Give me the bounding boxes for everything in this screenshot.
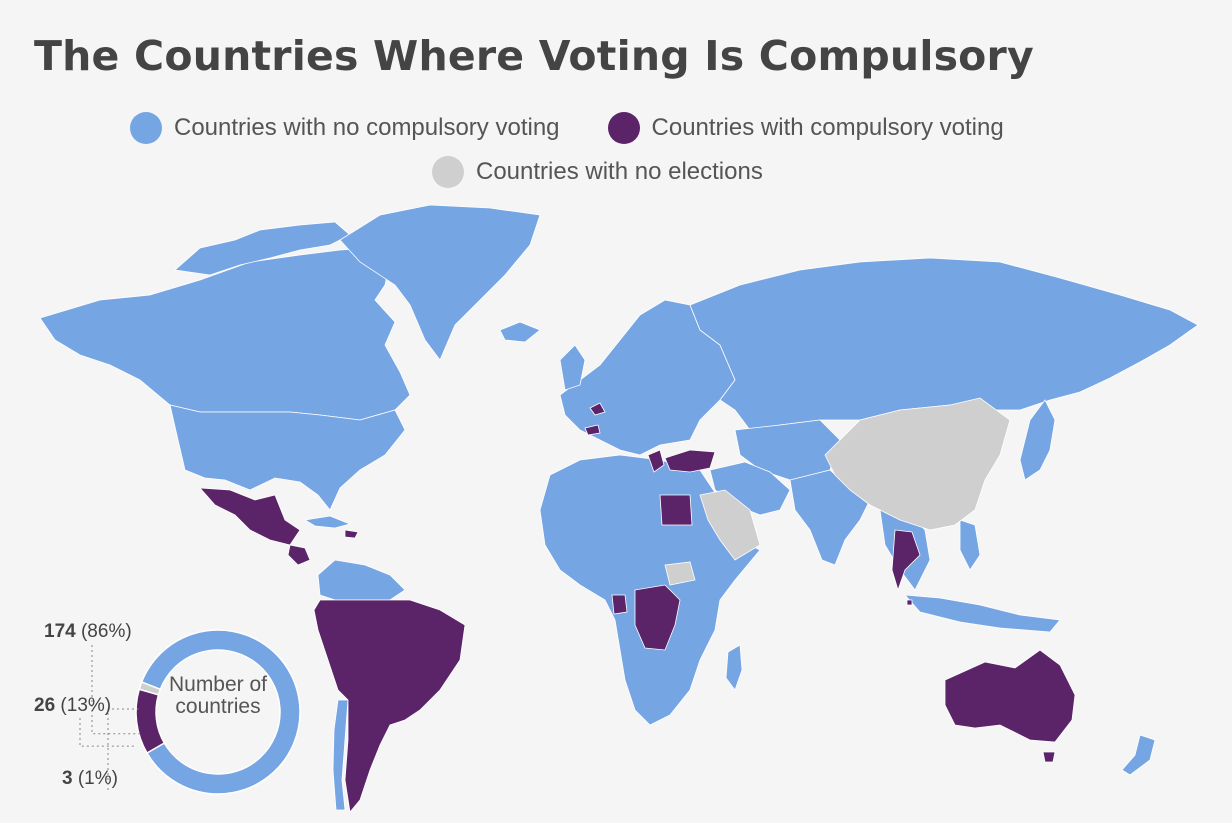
donut-slice-no-elections bbox=[138, 681, 162, 696]
legend-swatch-compulsory bbox=[607, 112, 640, 144]
region-south-america-compulsory bbox=[313, 599, 466, 813]
legend-label-compulsory: Countries with compulsory voting bbox=[651, 114, 1004, 141]
region-egypt bbox=[659, 494, 693, 526]
region-japan bbox=[1019, 399, 1056, 481]
region-china bbox=[824, 397, 1011, 531]
region-tasmania bbox=[1042, 751, 1056, 763]
region-dr-congo bbox=[634, 584, 681, 651]
legend: Countries with no compulsory voting Coun… bbox=[130, 112, 1004, 144]
leader-compulsory bbox=[79, 718, 135, 747]
region-south-sudan bbox=[664, 561, 696, 586]
region-australia bbox=[944, 649, 1076, 743]
leader-no-compulsory bbox=[91, 645, 140, 735]
region-madagascar bbox=[725, 644, 743, 691]
region-canada bbox=[39, 247, 411, 421]
region-dominican-republic bbox=[344, 529, 359, 539]
region-united-states bbox=[169, 404, 406, 511]
region-saudi-arabia bbox=[699, 489, 761, 561]
donut-label-no-elections: 3 (1%) bbox=[62, 768, 118, 790]
donut-label-no-compulsory: 174 (86%) bbox=[44, 621, 132, 643]
donut-leaders bbox=[79, 645, 140, 790]
donut-pct-compulsory: (13%) bbox=[60, 695, 112, 716]
legend-item-compulsory: Countries with compulsory voting bbox=[607, 112, 1004, 144]
region-uk bbox=[559, 344, 586, 391]
region-greenland bbox=[339, 204, 541, 361]
region-new-zealand bbox=[1121, 734, 1156, 776]
region-indonesia bbox=[904, 594, 1061, 633]
region-greece bbox=[647, 449, 665, 473]
legend-label-no-compulsory: Countries with no compulsory voting bbox=[174, 114, 560, 141]
region-iceland bbox=[499, 321, 541, 343]
chart-title: The Countries Where Voting Is Compulsory bbox=[34, 32, 1034, 80]
region-belgium bbox=[589, 402, 606, 416]
region-switzerland bbox=[584, 424, 601, 436]
legend-item-no-elections: Countries with no elections bbox=[432, 156, 763, 188]
region-chile bbox=[332, 699, 349, 811]
region-central-america-compulsory bbox=[287, 544, 311, 566]
region-singapore bbox=[906, 599, 913, 606]
region-colombia-venezuela bbox=[317, 559, 406, 601]
region-cuba bbox=[303, 515, 352, 529]
region-gabon bbox=[611, 594, 628, 615]
legend-swatch-no-elections bbox=[432, 156, 464, 188]
donut-value-compulsory: 26 bbox=[34, 695, 56, 716]
leader-no-elections bbox=[107, 708, 139, 790]
donut-pct-no-compulsory: (86%) bbox=[80, 621, 132, 642]
legend-label-no-elections: Countries with no elections bbox=[476, 158, 763, 185]
donut-center-label: Number of countries bbox=[168, 673, 268, 718]
legend-swatch-no-compulsory bbox=[130, 112, 162, 144]
legend-item-no-compulsory: Countries with no compulsory voting bbox=[130, 112, 560, 144]
donut-slice-no-compulsory bbox=[140, 629, 301, 795]
region-turkey bbox=[664, 449, 716, 473]
region-russia bbox=[689, 257, 1199, 431]
donut-value-no-elections: 3 bbox=[62, 768, 73, 789]
donut-label-compulsory: 26 (13%) bbox=[34, 695, 111, 717]
region-thailand bbox=[891, 529, 921, 592]
world-map bbox=[0, 190, 1232, 818]
region-mexico bbox=[199, 487, 301, 546]
donut-value-no-compulsory: 174 bbox=[44, 621, 76, 642]
region-philippines bbox=[959, 519, 981, 571]
donut-pct-no-elections: (1%) bbox=[77, 768, 118, 789]
legend-row-2: Countries with no elections bbox=[432, 156, 763, 188]
